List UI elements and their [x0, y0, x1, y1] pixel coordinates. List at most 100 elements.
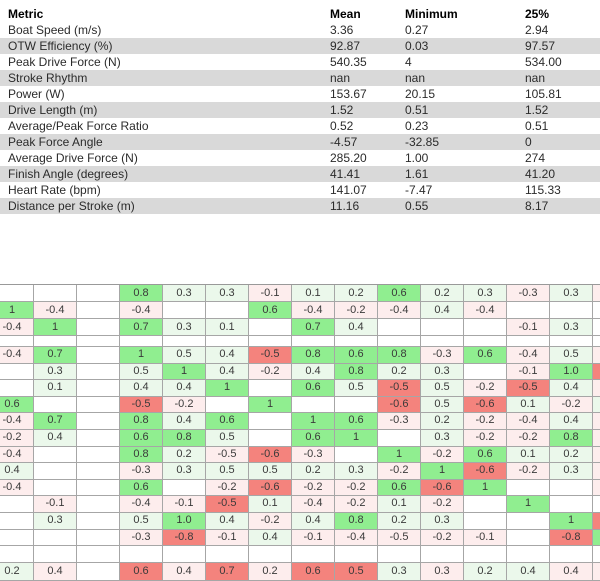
heatmap-cell: [206, 302, 249, 319]
heatmap-cell: -0.1: [163, 496, 206, 513]
heatmap-row: -0.4 0.7 1 0.5 0.4 -0.5 0.8 0.6 0.8 -0.3 0.6 -0.4 0.…: [0, 347, 600, 364]
heatmap-cell: -0.5: [120, 396, 163, 414]
heatmap-row: -0.3 -0.8 -0.1 0.4 -0.1 -0.4 -0.5 -0.2 -0.1 -0.8: [0, 529, 600, 547]
table-cell: nan: [525, 71, 546, 85]
heatmap-cell: -0.4: [0, 319, 34, 336]
heatmap-cell: [0, 336, 34, 347]
heatmap-cell: 0.5: [249, 463, 292, 480]
table-row: Heart Rate (bpm) 141.07 -7.47 115.33: [0, 182, 600, 198]
heatmap-cell: -0.4: [335, 529, 378, 547]
table-cell: Distance per Stroke (m): [8, 199, 135, 213]
heatmap-cell: -0.3: [378, 413, 421, 430]
heatmap-cell: [206, 396, 249, 414]
heatmap-cell: 0.3: [163, 285, 206, 302]
heatmap-cell: [335, 446, 378, 464]
heatmap-cell: -0.2: [335, 302, 378, 319]
table-cell: Drive Length (m): [8, 103, 98, 117]
heatmap-cell: [550, 479, 593, 497]
heatmap-cell: -0.5: [206, 496, 249, 513]
table-cell: -32.85: [405, 135, 440, 149]
heatmap-row: 1 -0.4 -0.4 0.6 -0.4 -0.2 -0.4 0.4 -0.4: [0, 302, 600, 319]
heatmap-cell: 0.6: [335, 347, 378, 364]
heatmap-cell: 0.6: [335, 413, 378, 430]
heatmap-cell: 0.4: [163, 380, 206, 397]
heatmap-cell: -0.2: [335, 496, 378, 513]
table-cell: Peak Drive Force (N): [8, 55, 121, 69]
heatmap-cell: 0.5: [163, 347, 206, 364]
table-cell: 41.41: [330, 167, 361, 181]
heatmap-cell: 0.2: [163, 446, 206, 464]
heatmap-cell: 0.6: [120, 562, 163, 581]
table-cell: 0.52: [330, 119, 354, 133]
heatmap-cell: [0, 363, 34, 381]
heatmap-cell: -0.4: [464, 302, 507, 319]
heatmap-cell: -0.1: [507, 319, 550, 336]
heatmap-cell: 0.3: [34, 512, 77, 530]
heatmap-cell: [593, 413, 600, 430]
heatmap-cell: -0.8: [550, 529, 593, 547]
heatmap-cell: [34, 446, 77, 464]
table-cell: 0: [525, 135, 532, 149]
heatmap-cell: [249, 429, 292, 447]
heatmap-cell: [335, 336, 378, 347]
heatmap-cell: [77, 396, 120, 414]
table-cell: OTW Efficiency (%): [8, 39, 113, 53]
heatmap-cell: [0, 496, 34, 513]
heatmap-cell: 0.8: [120, 285, 163, 302]
heatmap-cell: 0.4: [292, 512, 335, 530]
heatmap-cell: -0.2: [249, 512, 292, 530]
table-cell: 2.94: [525, 23, 549, 37]
heatmap-cell: 0.4: [206, 512, 249, 530]
heatmap-cell: 0.3: [421, 562, 464, 581]
heatmap-cell: 0.1: [34, 380, 77, 397]
heatmap-cell: -0.2: [464, 413, 507, 430]
heatmap-cell: -0.4: [0, 347, 34, 364]
heatmap-row: 0.4 -0.3 0.3 0.5 0.5 0.2 0.3 -0.2 1 -0.6 -0.2 0.3: [0, 463, 600, 480]
table-row: Average Drive Force (N) 285.20 1.00 274: [0, 150, 600, 166]
heatmap-cell: 0.5: [120, 363, 163, 381]
heatmap-cell: -0.3: [421, 347, 464, 364]
table-cell: 8.17: [525, 199, 549, 213]
table-row: Power (W) 153.67 20.15 105.81: [0, 86, 600, 102]
heatmap-cell: [593, 463, 600, 480]
heatmap-cell: [77, 363, 120, 381]
heatmap-cell: -0.1: [249, 285, 292, 302]
table-header-row: Metric Mean Minimum 25%: [0, 6, 600, 22]
heatmap-cell: 0.6: [292, 429, 335, 447]
heatmap-cell: [507, 546, 550, 563]
table-cell: 115.33: [525, 183, 561, 197]
heatmap-cell: [77, 446, 120, 464]
heatmap-cell: 0.3: [34, 363, 77, 381]
heatmap-cell: 0.8: [292, 347, 335, 364]
heatmap-cell: -0.1: [34, 496, 77, 513]
heatmap-cell: 1: [34, 319, 77, 336]
heatmap-cell: [507, 302, 550, 319]
heatmap-cell: -0.2: [421, 446, 464, 464]
table-cell: -7.47: [405, 183, 433, 197]
heatmap-cell: [593, 285, 600, 302]
table-cell: 97.57: [525, 39, 556, 53]
heatmap-cell: 0.4: [550, 380, 593, 397]
heatmap-cell: [77, 479, 120, 497]
heatmap-cell: 0.6: [292, 562, 335, 581]
heatmap-cell: -0.5: [206, 446, 249, 464]
heatmap-row: 0.2 0.4 0.6 0.4 0.7 0.2 0.6 0.5 0.3 0.3 0.2 0.4 0.4: [0, 562, 600, 581]
heatmap-cell: 1: [0, 302, 34, 319]
table-row: Average/Peak Force Ratio 0.52 0.23 0.51: [0, 118, 600, 134]
heatmap-cell: [34, 285, 77, 302]
heatmap-cell: 0.4: [292, 363, 335, 381]
heatmap-cell: [378, 429, 421, 447]
table-cell: 534.00: [525, 55, 562, 69]
heatmap-cell: [378, 336, 421, 347]
table-header-cell: Minimum: [405, 7, 458, 21]
heatmap-cell: [206, 546, 249, 563]
heatmap-cell: [77, 512, 120, 530]
table-cell: 1.52: [525, 103, 549, 117]
heatmap-cell: [249, 319, 292, 336]
table-row: Finish Angle (degrees) 41.41 1.61 41.20: [0, 166, 600, 182]
heatmap-cell: [464, 363, 507, 381]
heatmap-cell: -0.5: [507, 380, 550, 397]
heatmap-cell: 1: [464, 479, 507, 497]
heatmap-cell: 0.8: [335, 512, 378, 530]
